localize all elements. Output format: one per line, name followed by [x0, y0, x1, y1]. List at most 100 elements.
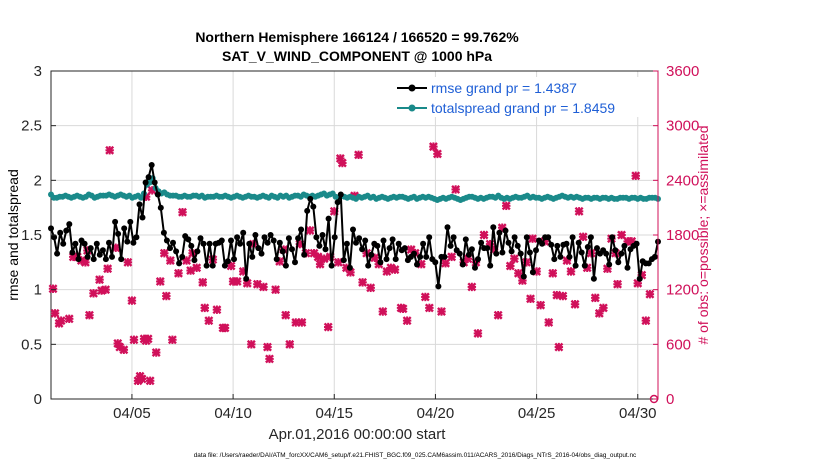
obs-assimilated-point — [161, 291, 171, 301]
rmse-point — [279, 248, 286, 255]
rmse-point — [487, 262, 494, 269]
rmse-point — [603, 250, 610, 257]
rmse-point — [282, 262, 289, 269]
obs-assimilated-point — [281, 310, 291, 320]
obs-assimilated-point — [182, 256, 192, 265]
obs-assimilated-point — [522, 257, 531, 267]
obs-assimilated-point — [513, 268, 523, 278]
rmse-point — [99, 247, 106, 254]
rmse-point — [340, 257, 347, 264]
rmse-point — [432, 259, 439, 266]
rmse-point — [362, 237, 369, 244]
rmse-point — [423, 253, 430, 260]
totalspread-point — [138, 194, 144, 201]
rmse-point — [228, 237, 234, 244]
right-axis-ticks: 0 600 1200 1800 2400 3000 3600 — [653, 63, 699, 408]
obs-assimilated-point — [123, 257, 133, 267]
rmse-point — [450, 234, 457, 241]
rmse-point — [392, 256, 399, 263]
rmse-point — [365, 262, 372, 269]
rmse-point — [112, 218, 119, 225]
obs-assimilated-point — [402, 316, 412, 326]
rmse-point — [346, 264, 353, 271]
rmse-point — [508, 248, 515, 255]
obs-assimilated-point — [305, 225, 315, 235]
obs-assimilated-point — [84, 310, 94, 320]
rmse-point — [292, 259, 298, 266]
obs-assimilated-point — [155, 277, 165, 286]
rmse-point — [517, 250, 524, 257]
obs-assimilated-point — [509, 254, 519, 264]
rmse-point — [224, 258, 231, 265]
rmse-point — [197, 235, 204, 242]
rmse-point — [54, 250, 61, 257]
rmse-point — [200, 240, 207, 247]
legend-box — [392, 77, 654, 117]
rmse-point — [581, 262, 588, 269]
rmse-point — [594, 245, 600, 252]
obs-assimilated-point — [145, 376, 155, 386]
rmse-point — [526, 249, 533, 256]
legend-spread-marker — [408, 104, 416, 112]
rmse-point — [334, 199, 341, 206]
x-tick-label: 04/30 — [619, 405, 657, 422]
rmse-point — [295, 235, 302, 242]
rmse-point — [255, 245, 262, 252]
rmse-point — [426, 234, 433, 241]
obs-assimilated-point — [558, 291, 568, 301]
rmse-point — [447, 242, 454, 249]
rmse-point — [139, 214, 146, 221]
obs-assimilated-point — [101, 285, 111, 295]
rmse-point — [273, 256, 280, 263]
rmse-point — [160, 229, 167, 236]
right-tick-label: 0 — [666, 391, 674, 408]
rmse-point — [66, 221, 73, 228]
rmse-point — [72, 240, 79, 247]
obs-assimilated-point — [246, 339, 256, 349]
rmse-point — [499, 249, 506, 256]
obs-assimilated-point — [119, 345, 129, 355]
obs-assimilated-point — [103, 264, 113, 274]
obs-assimilated-point — [192, 263, 202, 273]
rmse-point — [301, 251, 308, 258]
obs-assimilated-point — [451, 184, 461, 194]
rmse-point — [194, 248, 201, 255]
obs-assimilated-point — [212, 305, 222, 315]
rmse-point — [411, 250, 417, 257]
rmse-point — [645, 260, 652, 267]
rmse-point — [353, 239, 359, 246]
rmse-point — [328, 262, 335, 269]
rmse-point — [359, 246, 366, 253]
rmse-point — [520, 273, 527, 280]
obs-assimilated-point — [526, 294, 535, 304]
rmse-point — [590, 275, 597, 282]
rmse-point — [374, 242, 381, 249]
x-tick-label: 04/05 — [113, 405, 151, 422]
obs-assimilated-point — [570, 299, 580, 309]
rmse-point — [237, 240, 244, 247]
obs-assimilated-point — [528, 234, 538, 244]
rmse-point — [493, 250, 500, 257]
rmse-point — [60, 240, 67, 247]
rmse-point — [130, 239, 137, 246]
rmse-point — [417, 253, 424, 260]
rmse-point — [84, 253, 91, 260]
obs-assimilated-point — [297, 318, 307, 327]
obs-assimilated-point — [574, 206, 584, 216]
legend-spread-label: totalspread grand pr = 1.8459 — [431, 100, 615, 116]
rmse-point — [633, 240, 640, 247]
rmse-point — [401, 245, 408, 252]
obs-assimilated-point — [501, 201, 511, 211]
obs-assimilated-point — [517, 276, 527, 286]
rmse-point — [484, 245, 491, 252]
obs-assimilated-point — [473, 328, 483, 338]
x-tick-label: 04/25 — [518, 405, 556, 422]
obs-assimilated-point — [366, 283, 376, 293]
rmse-point — [179, 253, 186, 260]
rmse-point — [380, 237, 387, 244]
obs-assimilated-point — [645, 289, 655, 299]
rmse-point — [48, 225, 54, 232]
obs-assimilated-point — [566, 266, 576, 276]
rmse-point — [87, 245, 94, 252]
